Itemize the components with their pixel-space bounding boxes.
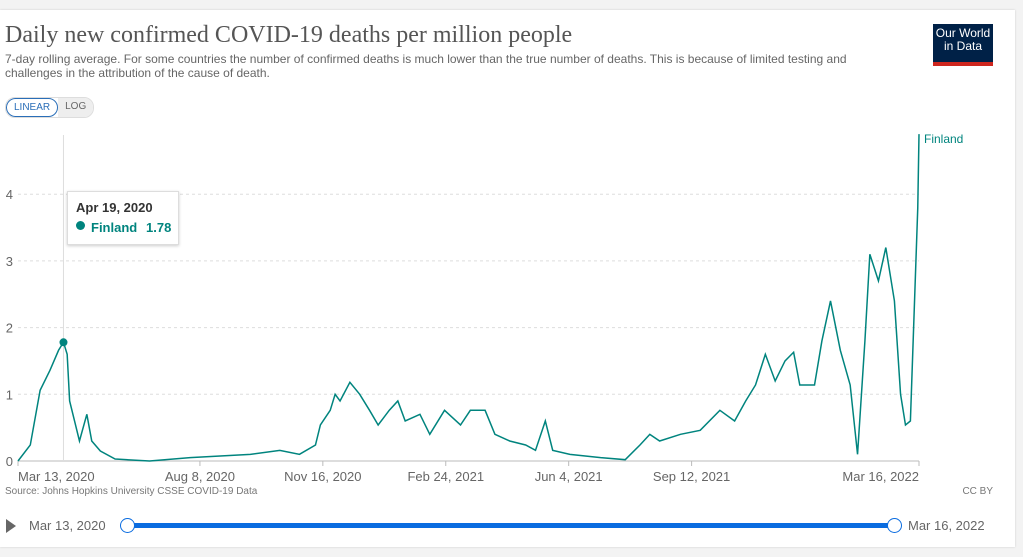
chart-card: Daily new confirmed COVID-19 deaths per … xyxy=(0,10,1015,547)
x-tick-label: Nov 16, 2020 xyxy=(284,469,361,484)
tooltip-value: 1.78 xyxy=(146,220,172,235)
license[interactable]: CC BY xyxy=(962,486,993,497)
x-tick-label: Jun 4, 2021 xyxy=(535,469,603,484)
play-icon[interactable] xyxy=(6,519,16,533)
y-tick-label: 1 xyxy=(6,387,13,402)
series-dot-icon xyxy=(76,221,85,230)
chart-subtitle: 7-day rolling average. For some countrie… xyxy=(5,52,847,80)
chart-title: Daily new confirmed COVID-19 deaths per … xyxy=(5,22,573,48)
timeline-start-handle[interactable] xyxy=(120,518,135,533)
linear-button[interactable]: LINEAR xyxy=(6,98,59,117)
source-note[interactable]: Source: Johns Hopkins University CSSE CO… xyxy=(5,486,258,497)
x-tick-label: Aug 8, 2020 xyxy=(165,469,235,484)
x-tick-label: Mar 16, 2022 xyxy=(842,469,919,484)
series-line-finland xyxy=(17,134,920,462)
timeline-end-handle[interactable] xyxy=(887,518,902,533)
y-tick-label: 2 xyxy=(6,321,13,336)
y-tick-label: 4 xyxy=(6,187,13,202)
log-button[interactable]: LOG xyxy=(58,98,94,117)
timeline-slider[interactable] xyxy=(127,523,894,528)
x-tick-label: Mar 13, 2020 xyxy=(18,469,95,484)
scale-toggle: LINEAR LOG xyxy=(5,97,95,118)
x-tick-label: Feb 24, 2021 xyxy=(407,469,484,484)
series-label: Finland xyxy=(924,132,963,146)
y-tick-label: 3 xyxy=(6,254,13,269)
timeline-end: Mar 16, 2022 xyxy=(908,518,985,533)
timeline-start: Mar 13, 2020 xyxy=(29,518,106,533)
tooltip-date: Apr 19, 2020 xyxy=(76,200,153,215)
tooltip: Apr 19, 2020 Finland 1.78 xyxy=(67,191,179,245)
y-tick-label: 0 xyxy=(6,454,13,469)
x-tick-label: Sep 12, 2021 xyxy=(653,469,730,484)
owid-logo[interactable]: Our World in Data xyxy=(933,24,993,66)
tooltip-entity: Finland xyxy=(91,220,138,235)
highlight-point xyxy=(59,338,68,347)
